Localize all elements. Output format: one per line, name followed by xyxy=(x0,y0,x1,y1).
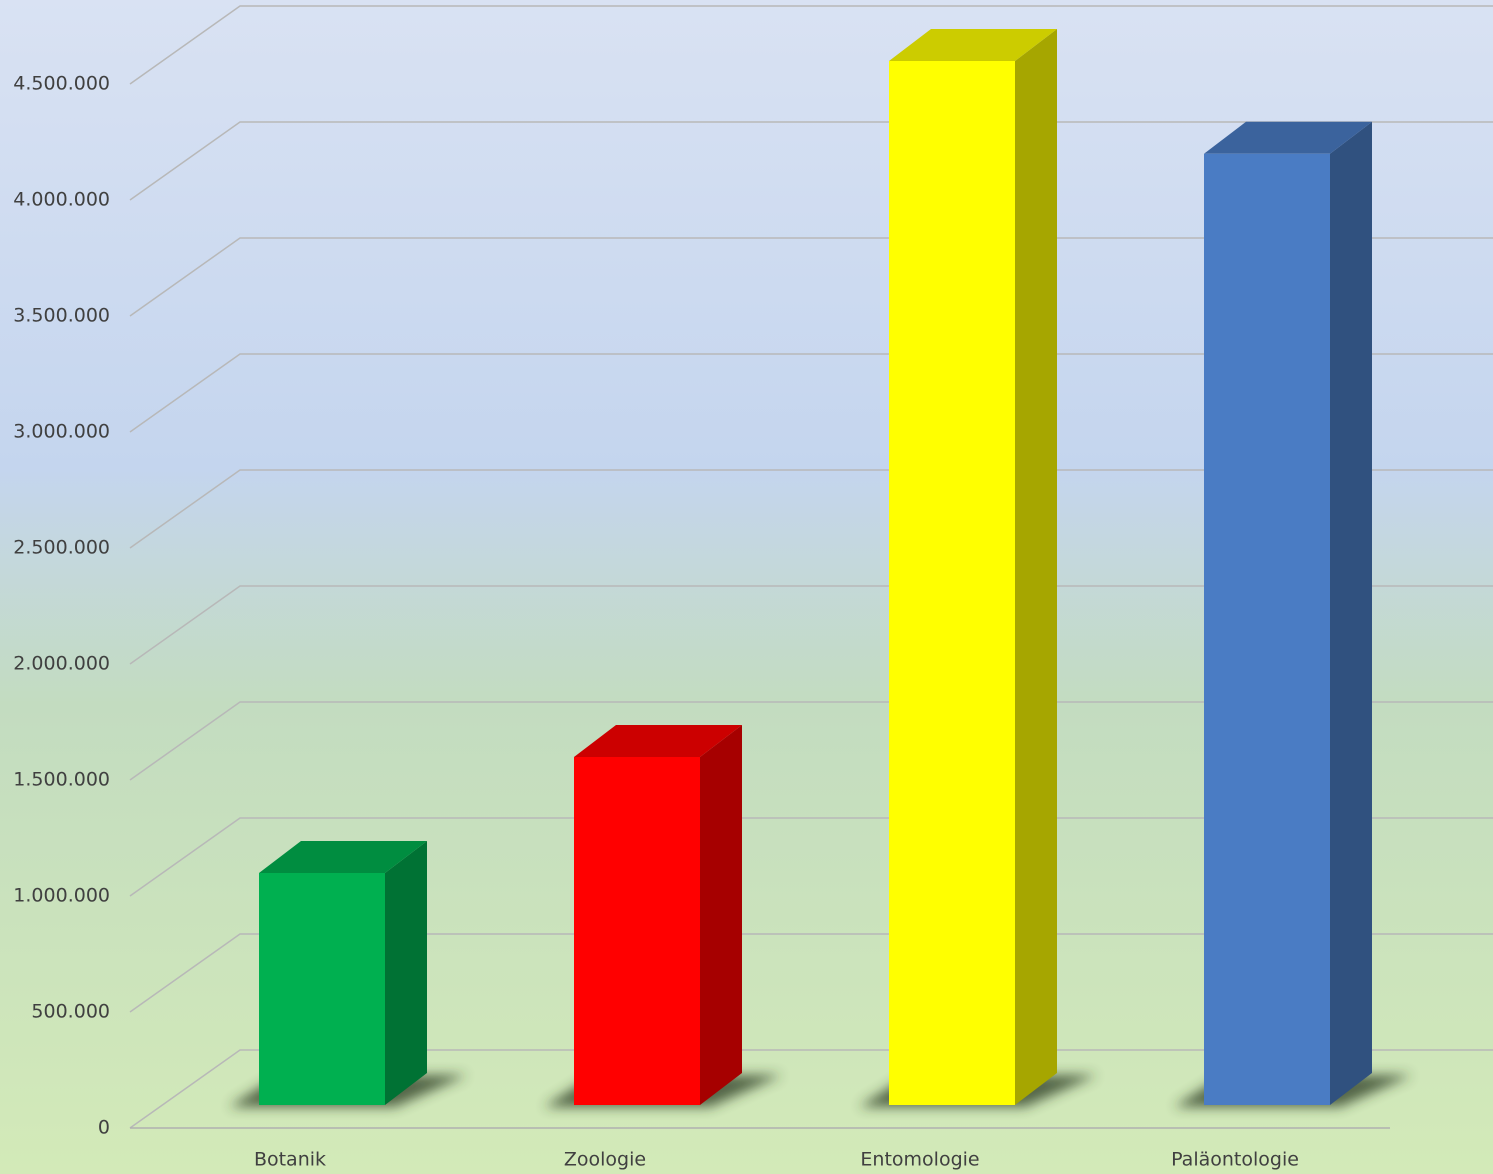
y-tick-label: 1.000.000 xyxy=(13,885,110,907)
y-tick-label: 4.000.000 xyxy=(13,189,110,211)
y-tick-label: 2.000.000 xyxy=(13,653,110,675)
y-tick-label: 1.500.000 xyxy=(13,769,110,791)
bar xyxy=(259,873,385,1105)
y-tick-label: 3.000.000 xyxy=(13,421,110,443)
bar xyxy=(1204,154,1330,1105)
x-tick-label: Zoologie xyxy=(564,1149,646,1171)
bar-side xyxy=(1015,29,1057,1105)
bar xyxy=(889,61,1015,1105)
bar-side xyxy=(385,841,427,1105)
bar xyxy=(574,757,700,1105)
x-tick-label: Botanik xyxy=(254,1149,326,1171)
y-tick-label: 0 xyxy=(98,1117,110,1139)
bar-side xyxy=(1330,122,1372,1105)
page: 0 500.000 1.000.000 1.500.000 2.000.000 2.500… xyxy=(0,0,1493,1174)
y-tick-label: 2.500.000 xyxy=(13,537,110,559)
y-tick-label: 500.000 xyxy=(31,1001,110,1023)
x-tick-label: Paläontologie xyxy=(1171,1149,1299,1171)
bar-side xyxy=(700,725,742,1105)
y-tick-label: 3.500.000 xyxy=(13,305,110,327)
chart: 0 500.000 1.000.000 1.500.000 2.000.000 2.500… xyxy=(0,0,1493,1174)
x-tick-label: Entomologie xyxy=(860,1149,979,1171)
y-tick-label: 4.500.000 xyxy=(13,73,110,95)
